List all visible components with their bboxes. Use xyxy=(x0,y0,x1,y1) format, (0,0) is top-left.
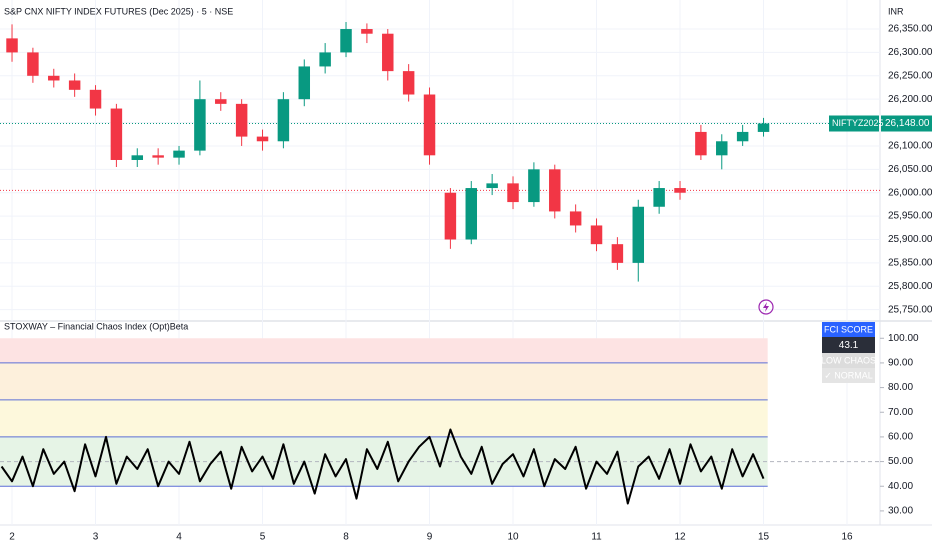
candle-body xyxy=(423,94,436,156)
x-tick-label: 11 xyxy=(591,532,602,543)
x-tick-label: 4 xyxy=(176,532,182,543)
candle-body xyxy=(48,75,60,81)
candle-body xyxy=(757,123,770,132)
candle-body xyxy=(6,38,18,53)
fci-score-box xyxy=(822,337,875,353)
y-tick-label: 26,050.00 xyxy=(888,164,932,175)
y-tick-label: 26,200.00 xyxy=(888,94,932,105)
symbol-badge xyxy=(829,115,879,132)
candle-body xyxy=(319,52,331,67)
candle-body xyxy=(611,244,624,263)
x-tick-label: 10 xyxy=(507,532,519,543)
fci-state: LOW CHAOS xyxy=(821,355,876,365)
fci-title-box xyxy=(822,322,875,337)
y-tick-label: 26,100.00 xyxy=(888,141,932,152)
candle-body xyxy=(110,108,123,160)
candle-body xyxy=(152,155,164,158)
x-tick-label: 9 xyxy=(427,532,433,543)
y-tick-label: 60.00 xyxy=(888,432,913,443)
y-tick-label: 100.00 xyxy=(888,333,919,344)
x-tick-label: 16 xyxy=(841,532,853,543)
candle-body xyxy=(465,188,478,240)
candle-body xyxy=(549,169,561,212)
y-tick-label: 30.00 xyxy=(888,506,913,517)
fci-line xyxy=(0,428,765,505)
candle-body xyxy=(528,169,540,203)
candle-body xyxy=(131,155,144,160)
zone xyxy=(0,362,768,400)
candle-body xyxy=(674,188,686,193)
y-tick-label: 50.00 xyxy=(888,456,913,467)
candle-body xyxy=(173,150,185,158)
y-tick-label: 25,850.00 xyxy=(888,258,932,269)
x-tick-label: 8 xyxy=(343,532,349,543)
zone xyxy=(0,399,768,437)
candle-body xyxy=(27,52,39,76)
candle-body xyxy=(632,206,645,263)
candle-body xyxy=(653,188,665,207)
last-price-badge xyxy=(881,115,932,132)
x-tick-label: 3 xyxy=(93,532,99,543)
y-tick-label: 25,800.00 xyxy=(888,281,932,292)
candle-body xyxy=(402,71,415,95)
x-tick-label: 2 xyxy=(9,532,15,543)
candle-body xyxy=(340,29,352,53)
fci-state-box xyxy=(822,353,875,368)
fci-title: FCI SCORE xyxy=(824,324,873,334)
y-tick-label: 25,900.00 xyxy=(888,234,932,245)
fci-status: ✓ NORMAL xyxy=(824,370,873,380)
y-tick-label: 90.00 xyxy=(888,358,913,369)
indicator-title: STOXWAY – Financial Chaos Index (Opt)Bet… xyxy=(4,321,188,331)
y-tick-label: 26,250.00 xyxy=(888,70,932,81)
candle-body xyxy=(277,99,290,142)
y-tick-label: 40.00 xyxy=(888,481,913,492)
candle-body xyxy=(569,211,582,226)
currency-label: INR xyxy=(888,6,904,16)
candle-body xyxy=(256,136,269,142)
chart-title: S&P CNX NIFTY INDEX FUTURES (Dec 2025) ·… xyxy=(4,6,233,16)
candle-body xyxy=(215,99,227,104)
candle-body xyxy=(68,80,81,90)
candle-body xyxy=(382,33,394,72)
fci-score: 43.1 xyxy=(839,340,859,351)
y-tick-label: 80.00 xyxy=(888,382,913,393)
alert-icon[interactable] xyxy=(758,299,774,315)
candle-body xyxy=(695,131,707,156)
candle-body xyxy=(194,99,206,151)
y-tick-label: 26,300.00 xyxy=(888,47,932,58)
candle-body xyxy=(736,131,749,142)
y-tick-label: 26,000.00 xyxy=(888,187,932,198)
x-tick-label: 15 xyxy=(758,532,770,543)
y-tick-label: 70.00 xyxy=(888,407,913,418)
candle-body xyxy=(89,89,102,109)
x-tick-label: 5 xyxy=(260,532,266,543)
candle-body xyxy=(507,183,519,203)
last-price-label: 26,148.00 xyxy=(885,118,930,129)
candle-body xyxy=(716,141,728,156)
symbol-label: NIFTYZ2025 xyxy=(832,118,884,128)
alert-bolt xyxy=(763,302,769,312)
indicator-pane: 30.00 40.00 50.00 60.00 70.00 80.00 90.00 100.0… xyxy=(0,322,919,517)
x-tick-label: 12 xyxy=(674,532,686,543)
candle-body xyxy=(590,225,603,245)
candle-body xyxy=(361,29,373,34)
candle-body xyxy=(235,103,248,137)
y-tick-label: 25,750.00 xyxy=(888,304,932,315)
zone xyxy=(0,338,768,363)
candle-body xyxy=(486,183,498,189)
y-tick-label: 25,950.00 xyxy=(888,211,932,222)
candle-body xyxy=(298,66,311,100)
fci-status-box xyxy=(822,368,875,383)
y-tick-label: 26,350.00 xyxy=(888,24,932,35)
candle-body xyxy=(444,192,457,240)
